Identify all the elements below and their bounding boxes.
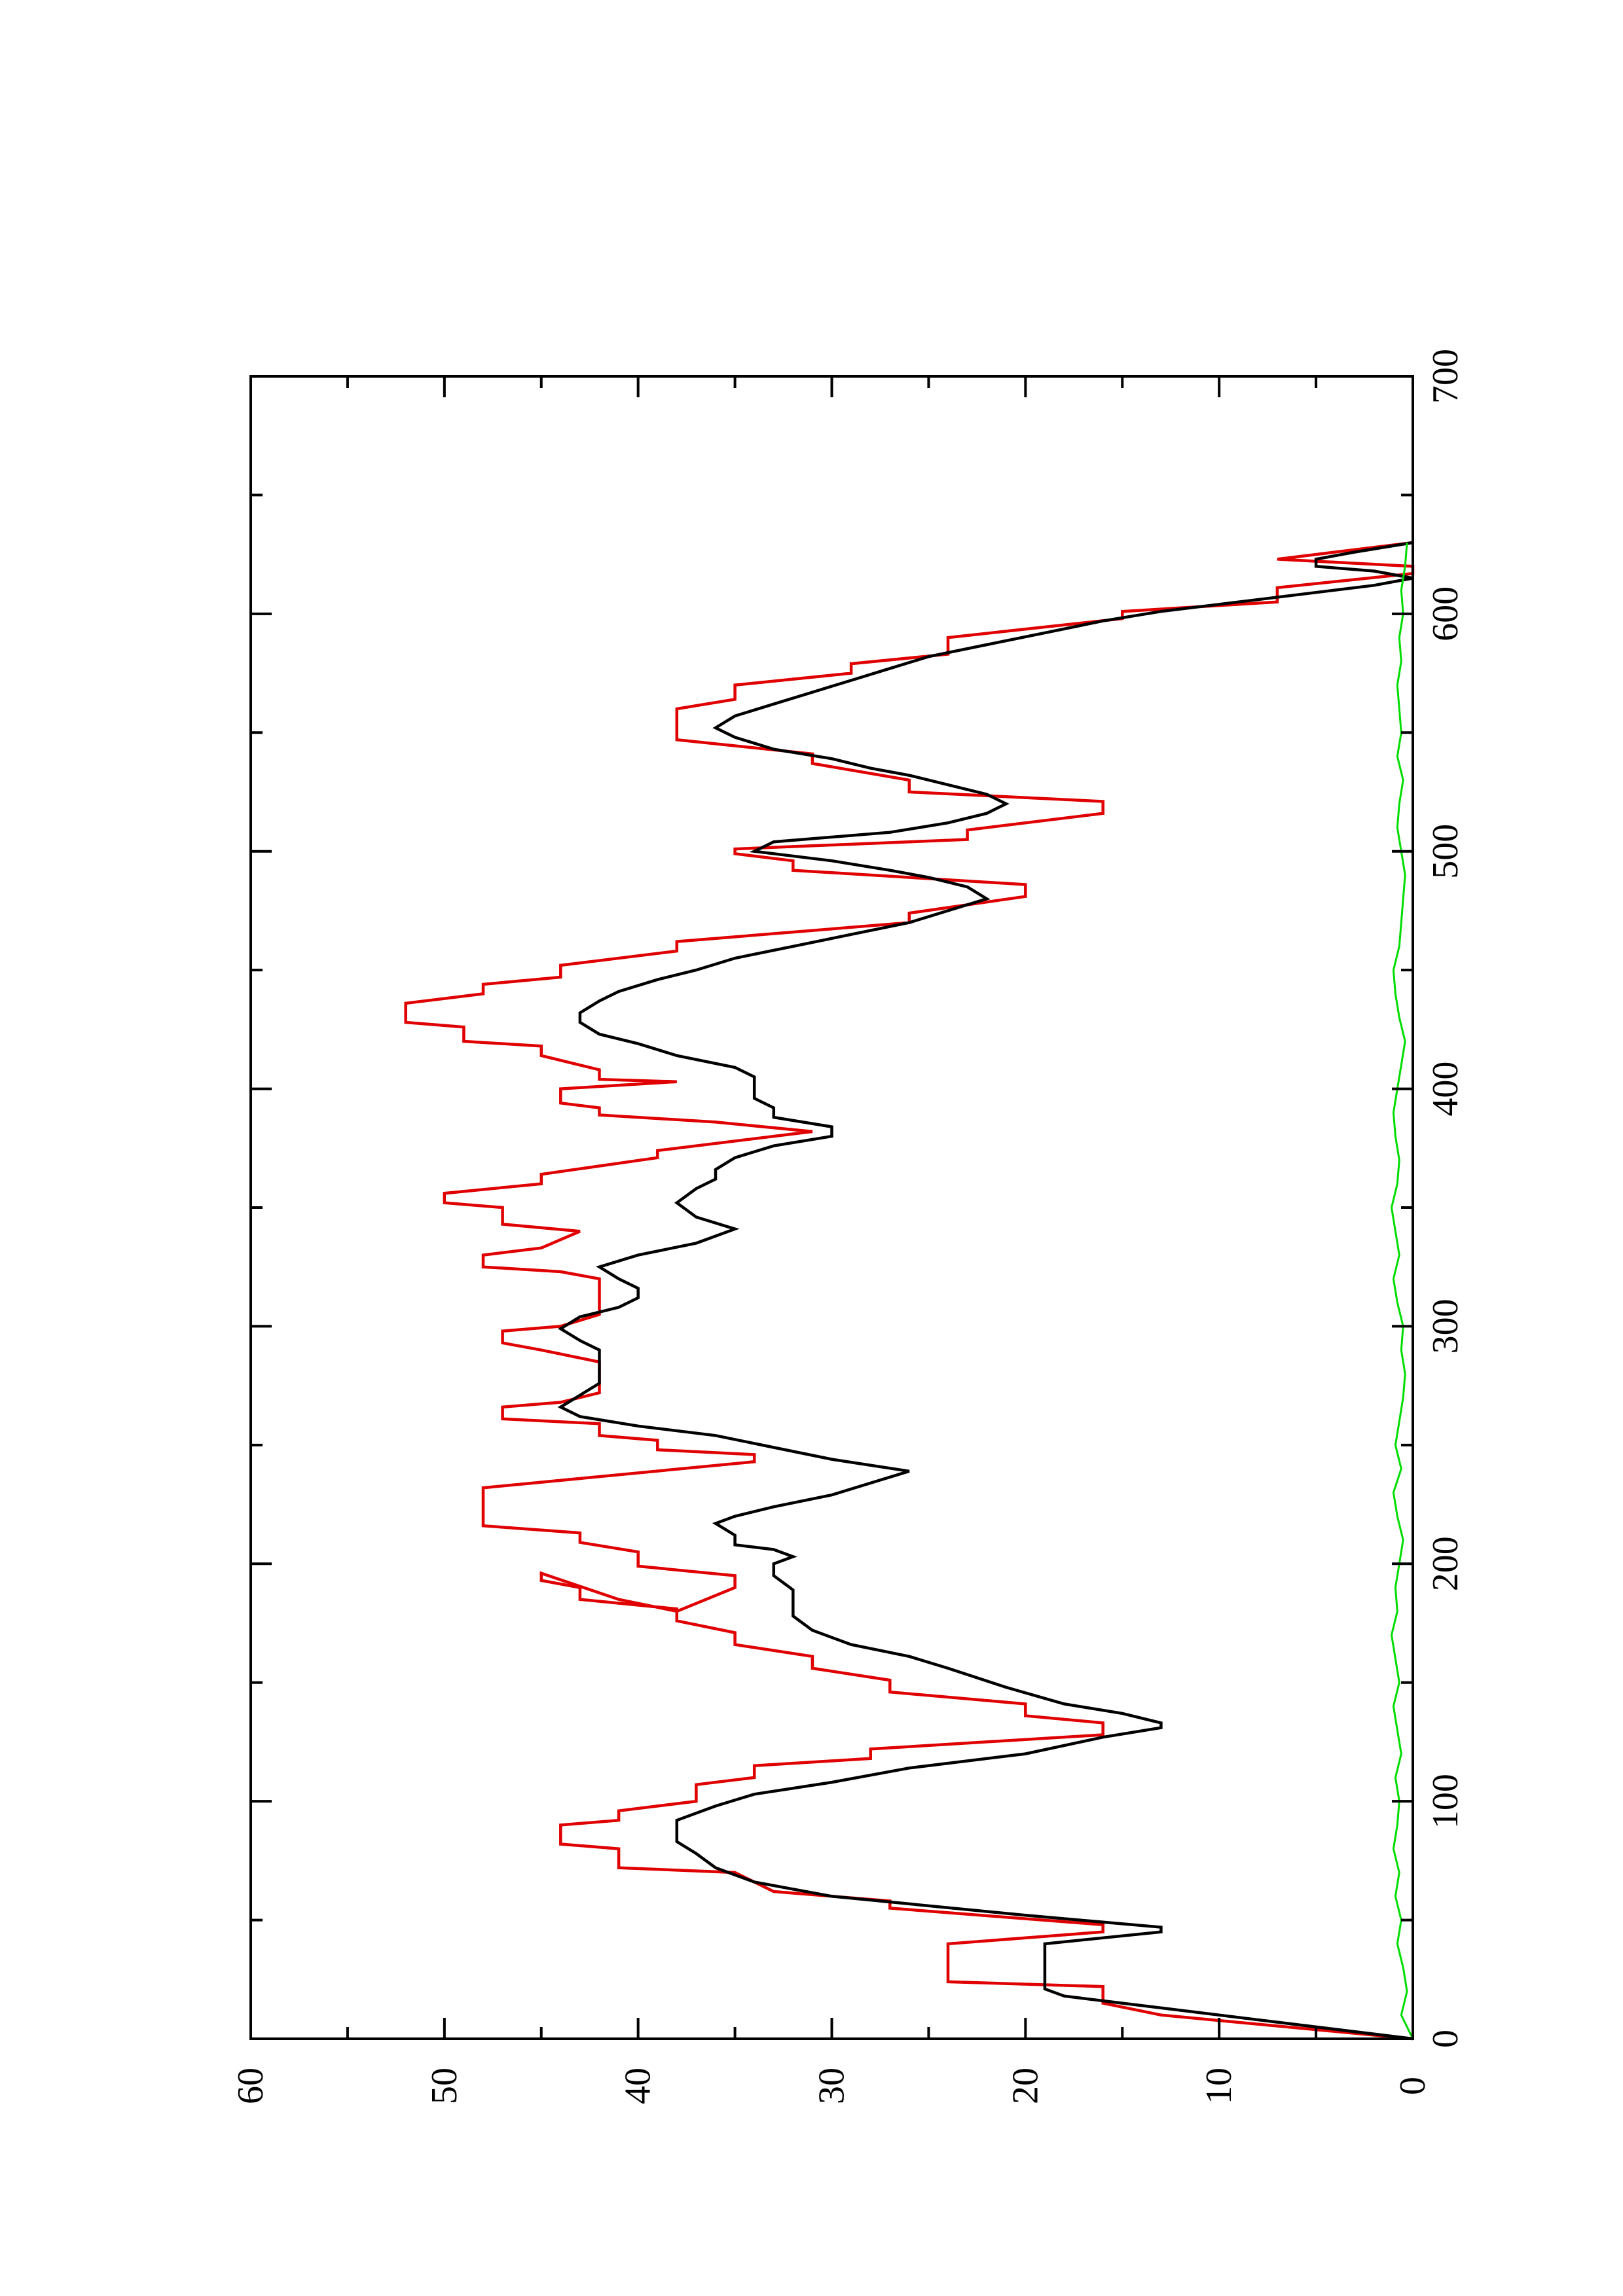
- x-tick-label: 300: [1425, 1299, 1466, 1354]
- y-tick-label: 40: [618, 2068, 659, 2104]
- x-tick-label: 700: [1425, 349, 1466, 404]
- tick-layer: [249, 375, 1414, 2040]
- x-tick-label: 400: [1425, 1062, 1466, 1117]
- x-tick-label: 0: [1425, 2030, 1466, 2048]
- y-tick-label: 30: [812, 2068, 852, 2104]
- y-tick-label: 10: [1199, 2068, 1239, 2104]
- label-layer: 0 100 200 300 400 500 600 700 0 10 20 30 40 50 60: [230, 349, 1466, 2104]
- y-tick-label: 60: [230, 2068, 271, 2104]
- x-tick-label: 600: [1425, 586, 1466, 641]
- y-tick-label: 0: [1393, 2077, 1433, 2095]
- series-layer: [404, 541, 1415, 2041]
- series-line-1: [404, 541, 1415, 2041]
- y-tick-label: 50: [424, 2068, 465, 2104]
- series-line-3: [1390, 542, 1414, 2039]
- x-tick-label: 500: [1425, 824, 1466, 879]
- x-tick-label: 200: [1425, 1536, 1466, 1591]
- series-line-2: [557, 541, 1413, 2041]
- y-tick-label: 20: [1005, 2068, 1046, 2104]
- x-tick-label: 100: [1425, 1774, 1466, 1829]
- plot-frame: [249, 375, 1414, 2040]
